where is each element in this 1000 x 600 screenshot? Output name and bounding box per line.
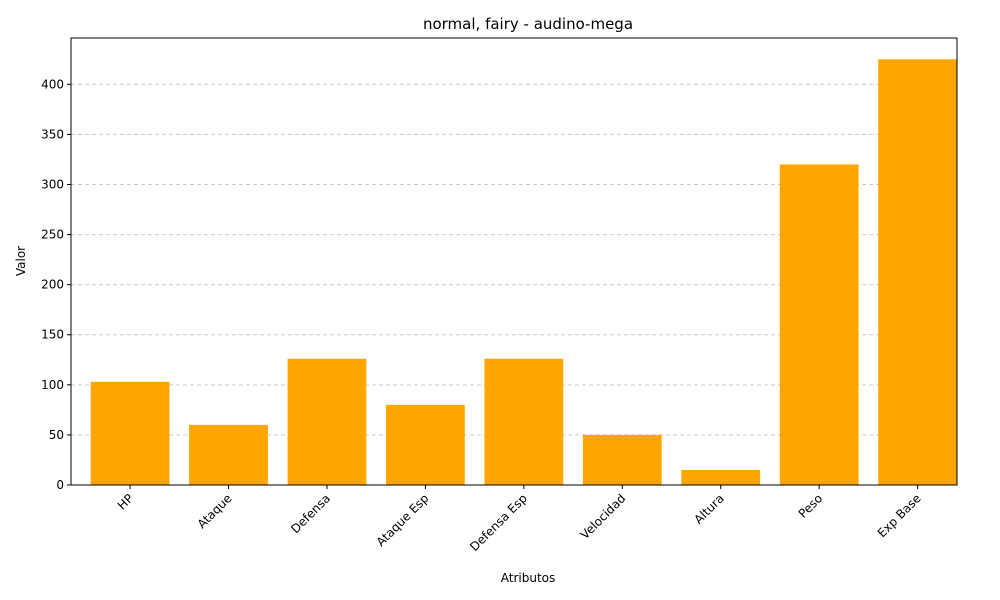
x-axis-label: Atributos [501,571,556,585]
bar [582,434,662,485]
bar [779,164,859,485]
axes [70,37,958,486]
bar [386,404,465,485]
bar [287,358,367,485]
bar [681,469,761,485]
bar [878,59,957,486]
bars [90,59,957,486]
y-tick-label: 150 [41,328,64,342]
y-tick-label: 100 [41,378,64,392]
y-tick-label: 200 [41,278,64,292]
bar [189,424,268,485]
y-tick-label: 250 [41,228,64,242]
plot-frame [70,37,958,486]
chart-title: normal, fairy - audino-mega [423,15,633,33]
y-tick-label: 300 [41,177,64,191]
y-ticks: 0 50 100 150 200 250 300 350 400 [41,77,71,492]
y-tick-label: 350 [41,127,64,141]
y-tick-label: 400 [41,77,64,91]
y-tick-label: 0 [56,478,64,492]
bar [90,381,170,485]
y-axis-label: Valor [14,246,28,276]
y-tick-label: 50 [49,428,64,442]
bar [484,358,564,485]
